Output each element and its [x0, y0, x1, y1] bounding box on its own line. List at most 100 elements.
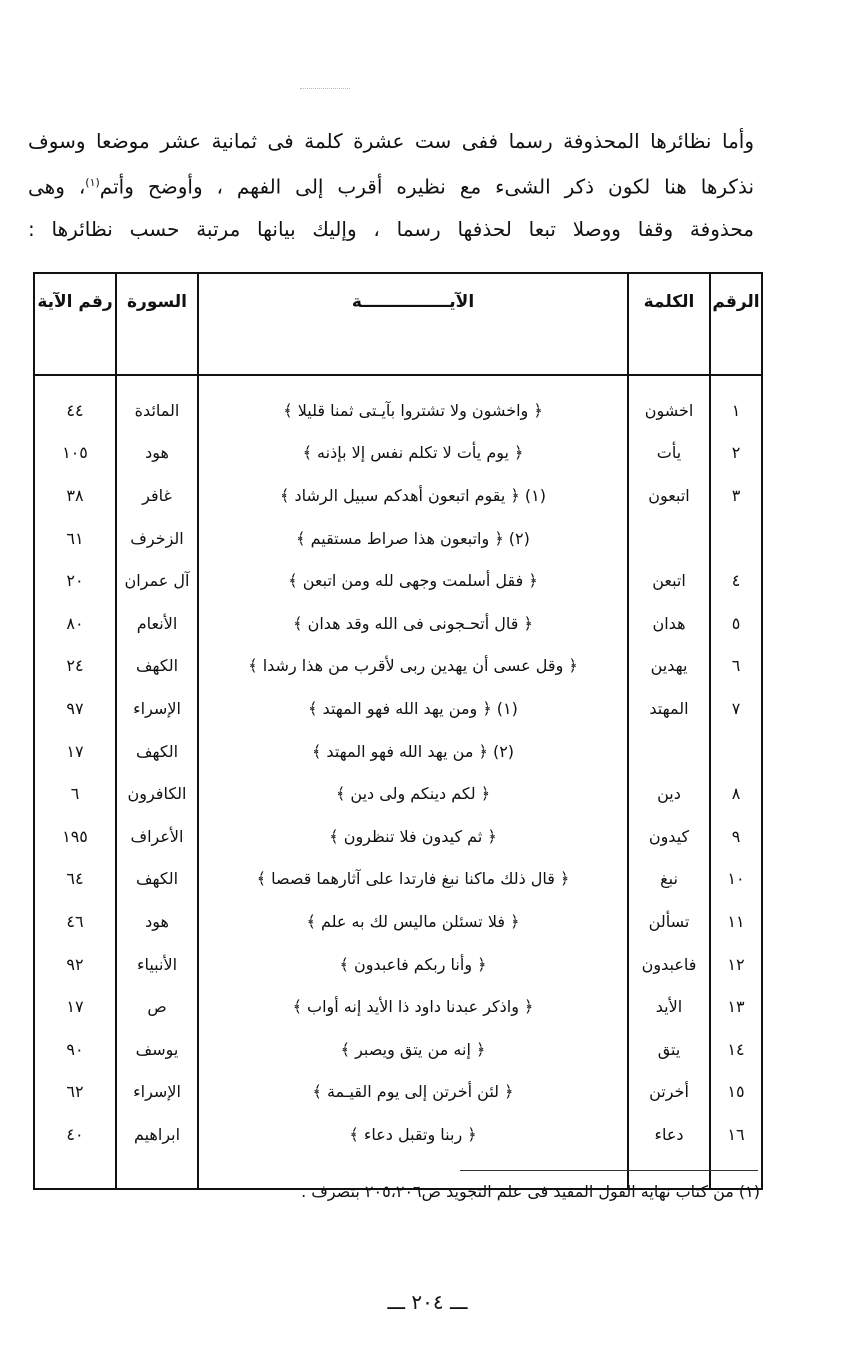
row-number: ١٦ [709, 1113, 763, 1156]
table-row: ١٤ يتق ﴿ إنه من يتق ويصبر ﴾ يوسف ٩٠ [33, 1027, 763, 1071]
table-row: ١٣ الأيد ﴿ واذكر عبدنا داود ذا الأيد إنه أ… [33, 985, 763, 1028]
row-number: ٦ [709, 644, 763, 688]
row-ayah-number: ١٧ [33, 985, 117, 1028]
row-ayah-number: ٦ [33, 772, 117, 815]
row-word: الأيد [627, 985, 711, 1028]
row-surah: آل عمران [115, 559, 199, 602]
row-ayah: (١) ﴿ ومن يهد الله فهو المهتد ﴾ [197, 687, 629, 730]
row-surah: الأنعام [115, 601, 199, 645]
footnote-marker[interactable]: (١) [85, 176, 100, 189]
row-number: ٩ [709, 814, 763, 858]
row-surah: الكهف [115, 857, 199, 901]
row-ayah: ﴿ قال أتحـجونى فى الله وقد هدان ﴾ [197, 601, 629, 645]
row-ayah: ﴿ إنه من يتق ويصبر ﴾ [197, 1027, 629, 1071]
table-row: ١٢ فاعبدون ﴿ وأنا ربكم فاعبدون ﴾ الأنبياء ٩٢ [33, 942, 763, 986]
row-surah: الإسراء [115, 1070, 199, 1114]
row-number: ٣ [709, 474, 763, 517]
header-number: الرقم [709, 272, 763, 376]
row-word: يهدين [627, 644, 711, 688]
row-ayah: ﴿ وأنا ربكم فاعبدون ﴾ [197, 942, 629, 986]
header-ayah: الآيـــــــــــــــة [197, 272, 629, 376]
row-surah: الإسراء [115, 687, 199, 730]
table-row: ٢ يأت ﴿ يوم يأت لا تكلم نفس إلا بإذنه ﴾ هود… [33, 431, 763, 475]
row-word: نبغ [627, 857, 711, 901]
row-ayah: ﴿ ثم كيدون فلا تنظرون ﴾ [197, 814, 629, 858]
row-ayah: ﴿ وقل عسى أن يهدين ربى لأقرب من هذا رشدا… [197, 644, 629, 688]
intro-line-1: وأما نظائرها المحذوفة رسما ففى ست عشرة ك… [28, 129, 754, 153]
row-ayah: ﴿ واخشون ولا تشتروا بآيـتى ثمنا قليلا ﴾ [197, 389, 629, 432]
intro-line-2-tail: ، وهى [28, 174, 86, 199]
row-word: المهتد [627, 687, 711, 730]
scan-mark [300, 88, 350, 89]
row-surah: يوسف [115, 1027, 199, 1071]
row-ayah-number: ٩٢ [33, 942, 117, 986]
row-word: اتبعن [627, 559, 711, 602]
row-number: ١١ [709, 900, 763, 943]
row-number: ١٠ [709, 857, 763, 901]
row-number: ١٥ [709, 1070, 763, 1114]
table-row: ٣ اتبعون (١) ﴿ يقوم اتبعون أهدكم سبيل الرش… [33, 474, 763, 517]
row-number: ١٤ [709, 1027, 763, 1071]
row-word: أخرتن [627, 1070, 711, 1114]
table-row: ١٠ نبغ ﴿ قال ذلك ماكنا نبغ فارتدا على آثار… [33, 857, 763, 901]
page-number: ـــ ٢٠٤ ـــ [387, 1290, 468, 1314]
header-surah: السورة [115, 272, 199, 376]
row-word: اتبعون [627, 474, 711, 517]
row-number: ٨ [709, 772, 763, 815]
row-ayah-number: ٤٠ [33, 1113, 117, 1156]
row-ayah-number: ٦٢ [33, 1070, 117, 1114]
spacer-row [33, 375, 763, 389]
footnote: (١) من كتاب نهاية القول المفيد فى علم ال… [301, 1182, 760, 1201]
row-number: ٥ [709, 601, 763, 645]
row-ayah-number: ١٩٥ [33, 814, 117, 858]
table-row: ٨ دين ﴿ لكم دينكم ولى دين ﴾ الكافرون ٦ [33, 772, 763, 815]
row-ayah-number: ٢٤ [33, 644, 117, 688]
row-word: فاعبدون [627, 942, 711, 986]
row-surah: المائدة [115, 389, 199, 432]
row-ayah-number: ٤٦ [33, 900, 117, 943]
table-row: ١٥ أخرتن ﴿ لئن أخرتن إلى يوم القيـمة ﴾ الإس… [33, 1070, 763, 1114]
footnote-divider [460, 1170, 758, 1171]
header-ayah-number: رقم الآية [33, 272, 117, 376]
row-number: ١ [709, 389, 763, 432]
row-number: ٤ [709, 559, 763, 602]
row-word: دعاء [627, 1113, 711, 1156]
row-surah: الكافرون [115, 772, 199, 815]
table-row: ١١ تسألن ﴿ فلا تسئلن ماليس لك به علم ﴾ هود ٤… [33, 900, 763, 943]
row-ayah: ﴿ واذكر عبدنا داود ذا الأيد إنه أواب ﴾ [197, 985, 629, 1028]
row-number: ١٣ [709, 985, 763, 1028]
table-row: ١٦ دعاء ﴿ ربنا وتقبل دعاء ﴾ ابراهيم ٤٠ [33, 1113, 763, 1156]
row-word: كيدون [627, 814, 711, 858]
table-header: الرقم الكلمة الآيـــــــــــــــة السورة… [33, 272, 763, 376]
row-ayah: ﴿ فلا تسئلن ماليس لك به علم ﴾ [197, 900, 629, 943]
row-number: ١٢ [709, 942, 763, 986]
row-ayah-number: ١٧ [33, 729, 117, 773]
row-ayah: (٢) ﴿ من يهد الله فهو المهتد ﴾ [197, 729, 629, 773]
table-row: ٦ يهدين ﴿ وقل عسى أن يهدين ربى لأقرب من هذ… [33, 644, 763, 688]
row-word: دين [627, 772, 711, 815]
row-ayah-number: ٨٠ [33, 601, 117, 645]
intro-line-3: محذوفة وقفا ووصلا تبعا لحذفها رسما ، وإل… [28, 216, 754, 241]
row-number: ٢ [709, 431, 763, 475]
row-surah: الكهف [115, 644, 199, 688]
intro-paragraph: وأما نظائرها المحذوفة رسما ففى ست عشرة ك… [28, 120, 754, 250]
row-number [709, 516, 763, 560]
row-surah: الأعراف [115, 814, 199, 858]
row-ayah: ﴿ ربنا وتقبل دعاء ﴾ [197, 1113, 629, 1156]
row-surah: هود [115, 900, 199, 943]
row-ayah: ﴿ قال ذلك ماكنا نبغ فارتدا على آثارهما ق… [197, 857, 629, 901]
row-surah: الكهف [115, 729, 199, 773]
table-row: ٩ كيدون ﴿ ثم كيدون فلا تنظرون ﴾ الأعراف ١٩٥ [33, 814, 763, 858]
row-word: اخشون [627, 389, 711, 432]
row-ayah-number: ٩٧ [33, 687, 117, 730]
words-table: الرقم الكلمة الآيـــــــــــــــة السورة… [33, 272, 763, 1190]
row-word: يأت [627, 431, 711, 475]
row-word: تسألن [627, 900, 711, 943]
row-ayah-number: ٣٨ [33, 474, 117, 517]
row-surah: الأنبياء [115, 942, 199, 986]
row-number [709, 729, 763, 773]
row-surah: الزخرف [115, 516, 199, 560]
row-word [627, 729, 711, 773]
spacer-row [33, 1155, 763, 1190]
row-ayah: ﴿ يوم يأت لا تكلم نفس إلا بإذنه ﴾ [197, 431, 629, 475]
